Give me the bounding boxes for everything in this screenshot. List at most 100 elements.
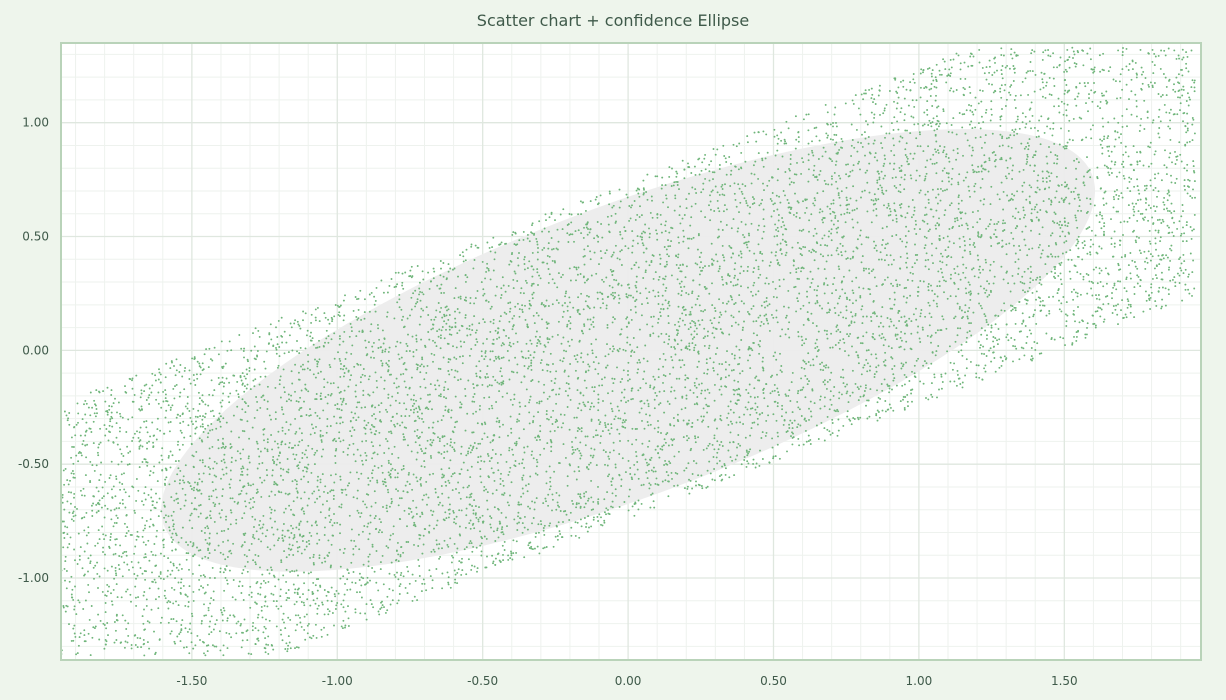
data-point [151,421,154,424]
data-point [192,542,195,545]
data-point [357,297,360,300]
data-point [933,85,936,88]
data-point [439,393,442,396]
data-point [949,204,951,207]
data-point [864,137,867,140]
data-point [612,204,615,207]
data-point [96,561,99,564]
data-point [566,323,569,326]
data-point [294,417,297,420]
data-point [268,495,271,498]
data-point [731,252,734,255]
data-point [838,397,841,400]
data-point [516,302,519,305]
data-point [339,440,342,443]
data-point [1066,225,1069,228]
data-point [291,382,294,385]
data-point [359,515,362,518]
data-point [535,344,538,347]
data-point [321,473,324,476]
data-point [447,583,450,586]
data-point [175,620,178,623]
data-point [839,177,842,180]
data-point [660,231,663,234]
data-point [164,393,167,396]
data-point [391,395,394,398]
data-point [1063,217,1066,220]
data-point [849,257,852,260]
data-point [751,196,754,199]
data-point [492,269,495,272]
data-point [492,318,495,321]
data-point [1127,303,1130,306]
data-point [949,58,952,61]
data-point [585,386,588,389]
data-point [801,344,804,347]
data-point [800,366,803,369]
data-point [352,547,355,550]
data-point [797,140,800,143]
data-point [224,576,227,579]
data-point [941,271,943,274]
data-point [173,588,176,591]
data-point [143,420,146,423]
data-point [1041,81,1044,84]
data-point [431,514,434,516]
data-point [1036,179,1039,182]
data-point [526,267,529,270]
data-point [865,404,867,407]
data-point [141,445,144,448]
data-point [745,243,748,246]
data-point [662,381,664,384]
data-point [419,397,422,400]
data-point [510,260,513,263]
data-point [1014,94,1017,97]
data-point [372,445,375,448]
data-point [393,573,396,576]
data-point [837,429,840,432]
data-point [840,254,843,257]
data-point [1152,189,1155,192]
data-point [837,341,840,344]
data-point [848,299,851,301]
data-point [528,307,531,310]
data-point [880,383,883,385]
data-point [231,497,234,500]
data-point [980,307,983,310]
data-point [620,485,623,487]
data-point [262,631,265,634]
data-point [1102,285,1105,288]
data-point [241,429,244,432]
data-point [1005,243,1008,246]
data-point [1067,187,1070,190]
data-point [1158,286,1161,289]
data-point [469,476,472,479]
data-point [1180,215,1183,218]
data-point [478,360,481,363]
data-point [892,409,895,412]
data-point [536,268,539,271]
data-point [756,406,759,408]
data-point [778,285,781,288]
data-point [931,188,934,191]
data-point [1152,72,1155,75]
data-point [838,268,841,271]
data-point [664,459,667,462]
data-point [881,409,884,412]
data-point [371,567,374,569]
data-point [1162,220,1165,223]
data-point [618,453,621,455]
data-point [273,576,276,578]
data-point [819,407,822,410]
data-point [361,373,364,376]
data-point [479,468,482,470]
data-point [490,384,493,387]
data-point [728,476,731,479]
data-point [484,351,487,354]
data-point [627,439,630,442]
data-point [424,386,427,389]
data-point [417,405,420,408]
data-point [172,562,175,565]
data-point [844,102,847,105]
data-point [646,477,649,480]
